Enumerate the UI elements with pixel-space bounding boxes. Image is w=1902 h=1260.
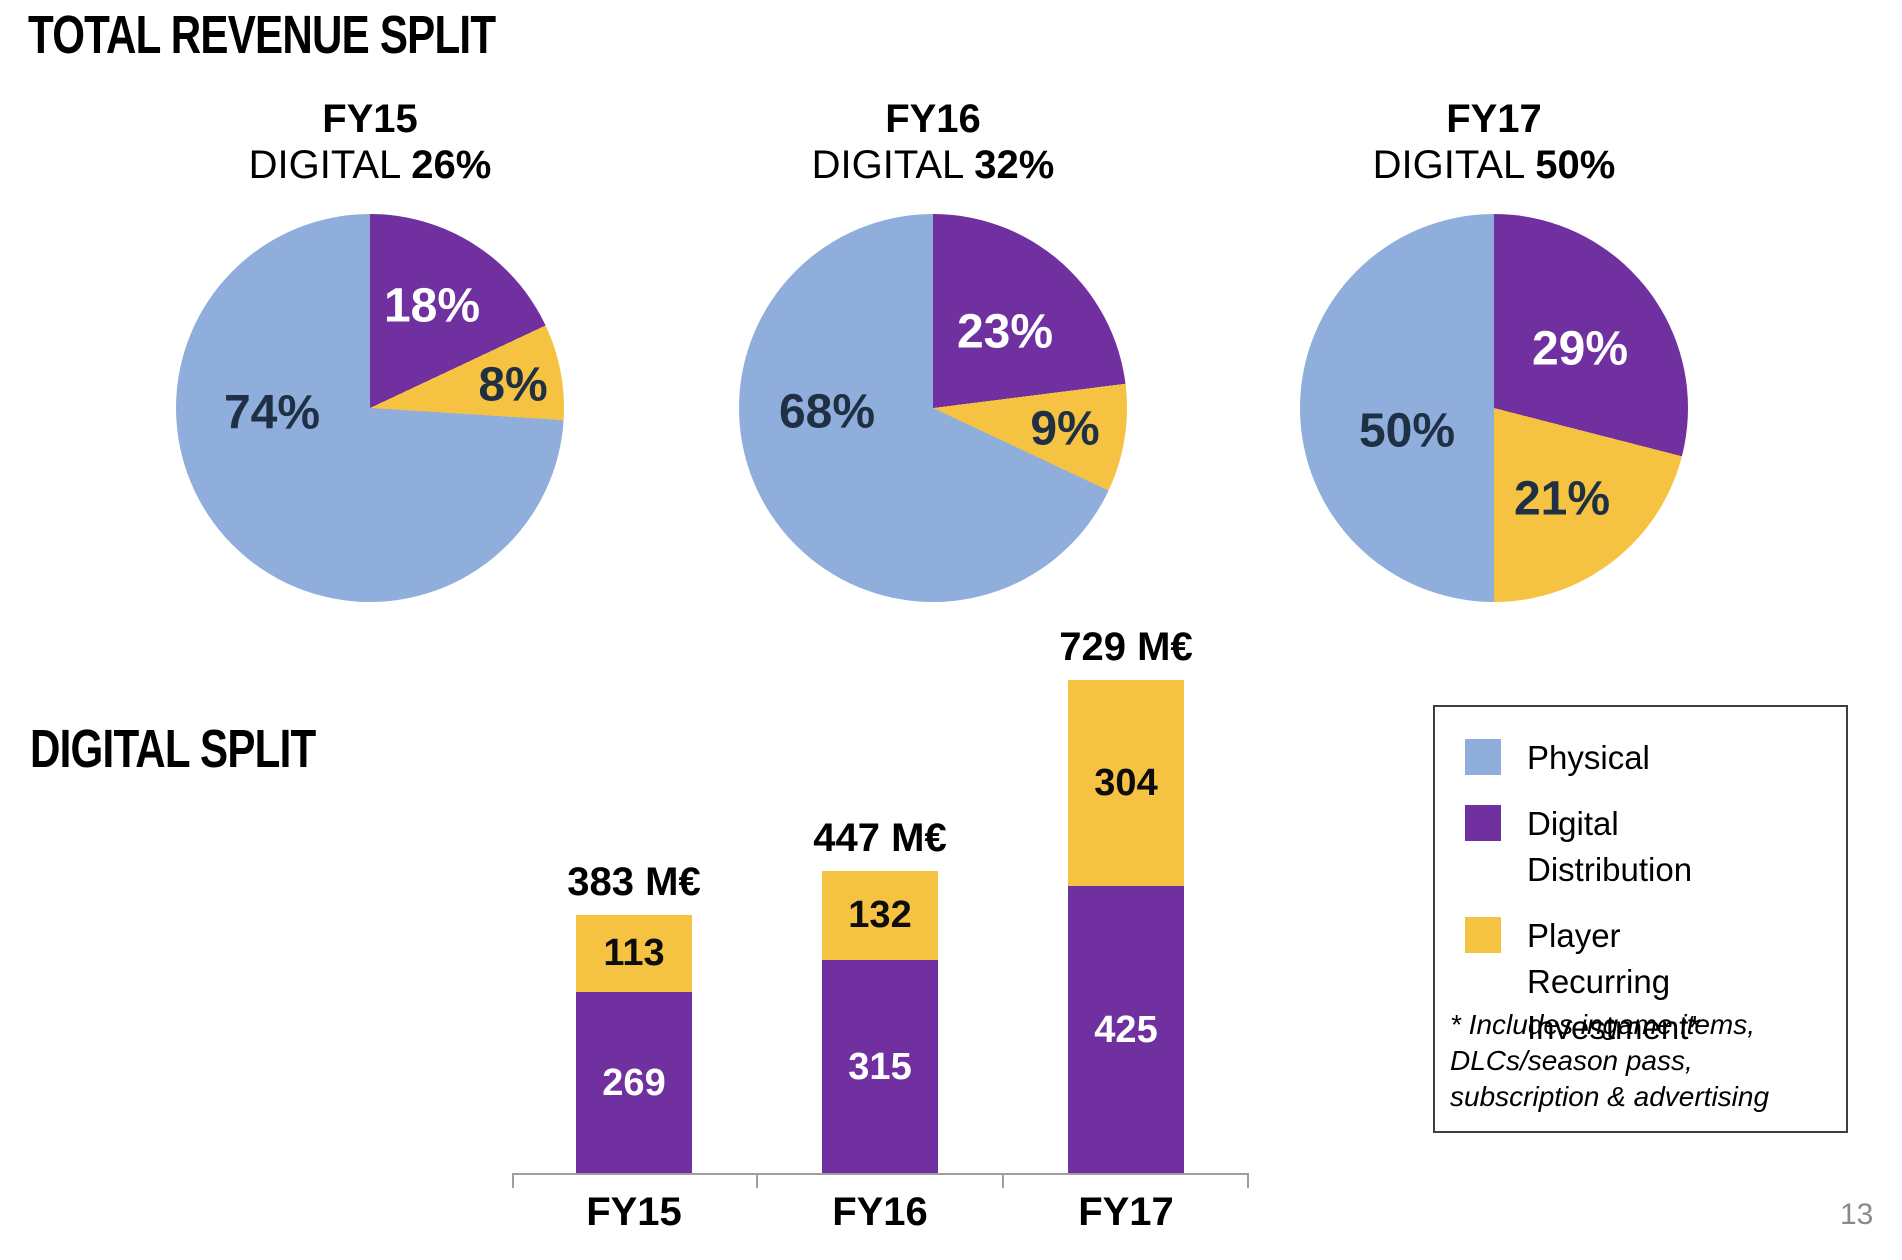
page-title: TOTAL REVENUE SPLIT	[28, 5, 496, 65]
footnote-line: * Includes ingame items,	[1450, 1009, 1756, 1040]
segment-value: 269	[602, 1061, 666, 1104]
axis-tick	[512, 1175, 514, 1188]
pie-year-label: FY15	[322, 97, 418, 141]
x-axis-label-fy17: FY17	[1078, 1190, 1174, 1234]
digital-word: DIGITAL	[1372, 143, 1526, 187]
page-number: 13	[1840, 1198, 1874, 1231]
stacked-bar-fy16: 447 M€ 132 315	[813, 816, 947, 1174]
pie-slice-label-digital: 18%	[383, 279, 481, 333]
bar-total-label: 729 M€	[1059, 625, 1193, 669]
pie-slice-label-physical: 50%	[1358, 404, 1456, 458]
legend-item-digital-distribution: Digital Distribution	[1465, 801, 1846, 893]
bar-total-label: 383 M€	[567, 860, 701, 904]
pie-slice-label-digital: 29%	[1531, 322, 1629, 376]
bar-segment-digital: 425	[1068, 886, 1184, 1174]
legend-label: Physical	[1527, 739, 1650, 776]
pie-digital-line: DIGITAL 26%	[176, 142, 564, 188]
pie-heading-fy15: FY15 DIGITAL 26%	[176, 96, 564, 188]
x-axis-label-fy16: FY16	[832, 1190, 928, 1234]
pie-year-label: FY17	[1446, 97, 1542, 141]
pie-digital-line: DIGITAL 50%	[1300, 142, 1688, 188]
player-recurring-color-swatch	[1465, 917, 1501, 953]
bar-segment-player-recurring: 113	[576, 915, 692, 992]
legend-label: Player Recurring Investment*	[1527, 917, 1702, 1046]
footnote-line: subscription & advertising	[1450, 1081, 1770, 1112]
pie-digital-line: DIGITAL 32%	[739, 142, 1127, 188]
axis-tick	[1247, 1175, 1249, 1188]
x-axis-line	[512, 1173, 1249, 1175]
axis-tick	[756, 1175, 758, 1188]
pie-slice-label-pri: 9%	[1030, 402, 1100, 456]
bar-segment-digital: 315	[822, 960, 938, 1174]
axis-tick	[1002, 1175, 1004, 1188]
pie-heading-fy17: FY17 DIGITAL 50%	[1300, 96, 1688, 188]
stacked-bar-fy15: 383 M€ 113 269	[567, 860, 701, 1174]
legend-footnote: * Includes ingame items, DLCs/season pas…	[1450, 1007, 1769, 1115]
stacked-bar-fy17: 729 M€ 304 425	[1059, 625, 1193, 1174]
pie-slice-label-physical: 68%	[778, 385, 876, 439]
digital-word: DIGITAL	[811, 143, 965, 187]
bar-segment-player-recurring: 132	[822, 871, 938, 960]
pie-slice-label-pri: 21%	[1513, 472, 1611, 526]
section-title-digital-split: DIGITAL SPLIT	[30, 719, 316, 779]
segment-value: 425	[1094, 1008, 1158, 1051]
pie-chart-fy17: 50% 29% 21%	[1300, 214, 1688, 602]
pie-heading-fy16: FY16 DIGITAL 32%	[739, 96, 1127, 188]
digital-distribution-color-swatch	[1465, 805, 1501, 841]
pie-year-label: FY16	[885, 97, 981, 141]
bar-total-label: 447 M€	[813, 816, 947, 860]
pie-slice-label-pri: 8%	[478, 358, 548, 412]
segment-value: 132	[848, 894, 912, 936]
digital-percent: 32%	[974, 143, 1055, 187]
legend-item-physical: Physical	[1465, 735, 1846, 781]
x-axis-label-fy15: FY15	[586, 1190, 682, 1234]
bar-segment-digital: 269	[576, 992, 692, 1174]
legend-label: Digital Distribution	[1527, 805, 1693, 888]
digital-percent: 26%	[411, 143, 492, 187]
legend-item-player-recurring: Player Recurring Investment*	[1465, 913, 1846, 1051]
physical-color-swatch	[1465, 739, 1501, 775]
segment-value: 304	[1094, 761, 1158, 804]
pie-slice-label-physical: 74%	[223, 386, 321, 440]
bar-segment-player-recurring: 304	[1068, 680, 1184, 886]
legend-box: Physical Digital Distribution Player Rec…	[1433, 705, 1848, 1133]
digital-word: DIGITAL	[248, 143, 402, 187]
segment-value: 113	[603, 932, 665, 974]
digital-percent: 50%	[1535, 143, 1616, 187]
pie-slice-label-digital: 23%	[956, 305, 1054, 359]
segment-value: 315	[848, 1045, 912, 1088]
pie-chart-fy16: 68% 23% 9%	[739, 214, 1127, 602]
footnote-line: DLCs/season pass,	[1450, 1045, 1693, 1076]
pie-chart-fy15: 74% 18% 8%	[176, 214, 564, 602]
